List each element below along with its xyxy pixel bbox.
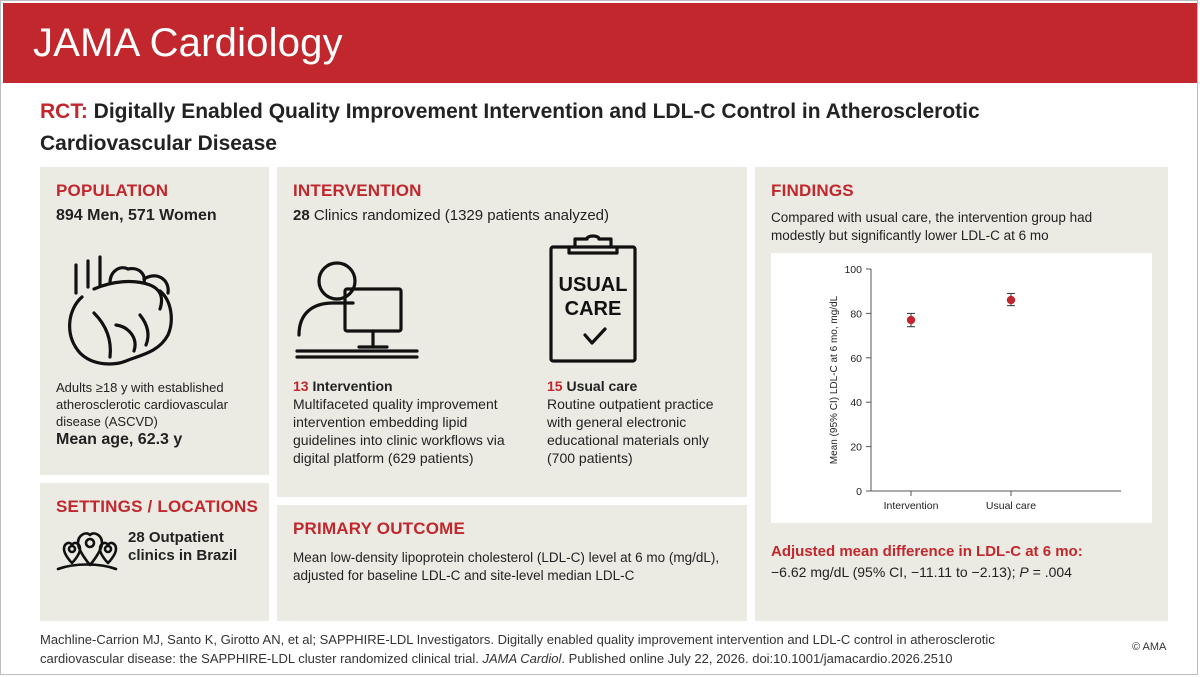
findings-chart-bg [771,253,1152,523]
difference-label: Adjusted mean difference in LDL-C at 6 m… [771,543,1083,560]
journal-name: JAMA Cardiology [33,21,343,65]
x-tick-label: Usual care [986,500,1036,512]
y-tick-label: 80 [850,308,862,320]
primary-outcome-text: Mean low-density lipoprotein cholesterol… [293,550,720,583]
journal-banner: JAMA Cardiology [3,3,1197,83]
citation-text-1: Machline-Carrion MJ, Santo K, Girotto AN… [40,632,995,666]
arm1-description: Multifaceted quality improvement interve… [293,396,505,466]
location-pins-icon [56,532,118,571]
clipboard-text-care: CARE [565,298,622,320]
p-label: P [1019,564,1029,580]
arm1-count: 13 [293,378,309,394]
data-point [906,315,916,325]
copyright: © AMA [1132,641,1167,653]
population-heading: POPULATION [56,181,169,200]
computer-user-icon [295,261,419,359]
clinics-count: 28 [293,207,310,224]
primary-outcome-heading: PRIMARY OUTCOME [293,519,466,538]
arm2-count: 15 [547,378,563,394]
y-tick-label: 20 [850,442,862,454]
clinics-text: Clinics randomized (1329 patients analyz… [313,207,610,224]
usual-care-arm: 15 Usual care Routine outpatient practic… [547,377,737,467]
clinics-randomized: 28 Clinics randomized (1329 patients ana… [293,207,609,225]
findings-heading: FINDINGS [771,181,854,200]
page-title: RCT: Digitally Enabled Quality Improveme… [40,96,1090,160]
population-counts: 894 Men, 571 Women [56,207,217,224]
settings-panel: SETTINGS / LOCATIONS 28 Outpatient clini… [40,483,269,621]
title-text: Digitally Enabled Quality Improvement In… [40,100,980,155]
data-point [1006,295,1016,305]
primary-outcome-panel: PRIMARY OUTCOME Mean low-density lipopro… [277,505,747,621]
y-axis-label: Mean (95% CI) LDL-C at 6 mo, mg/dL [829,295,840,464]
findings-intro: Compared with usual care, the interventi… [771,210,1093,243]
y-tick-label: 0 [856,486,862,498]
population-panel: POPULATION 894 Men, 571 Women Adults ≥18… [40,167,269,475]
y-tick-label: 100 [844,264,862,276]
intervention-arm: 13 Intervention Multifaceted quality imp… [293,377,523,467]
arm1-name: Intervention [312,378,393,394]
intervention-heading: INTERVENTION [293,181,422,200]
intervention-panel: INTERVENTION 28 Clinics randomized (1329… [277,167,747,497]
settings-heading: SETTINGS / LOCATIONS [56,497,259,516]
p-value: = .004 [1028,564,1072,580]
settings-text: 28 Outpatient clinics in Brazil [128,529,238,564]
y-tick-label: 40 [850,397,862,409]
heart-icon [68,255,173,366]
x-tick-label: Intervention [884,500,939,512]
arm2-description: Routine outpatient practice with general… [547,396,714,466]
arm2-name: Usual care [566,378,638,394]
ldl-chart: 0 20 40 60 80 100 Intervention Usual care Mean (… [829,264,1121,512]
citation-text-2: . Published online July 22, 2026. doi:10… [561,651,953,666]
clipboard-text-usual: USUAL [559,274,628,296]
population-description: Adults ≥18 y with established atheroscle… [56,380,228,429]
y-tick-label: 60 [850,353,862,365]
citation-journal: JAMA Cardiol [482,651,562,666]
clipboard-icon: USUAL CARE [549,234,637,363]
findings-panel: FINDINGS Compared with usual care, the i… [755,167,1168,621]
study-type-tag: RCT: [40,100,88,123]
citation: Machline-Carrion MJ, Santo K, Girotto AN… [40,630,1040,668]
mean-age: Mean age, 62.3 y [56,431,183,448]
difference-value: −6.62 mg/dL (95% CI, −11.11 to −2.13); P… [771,563,1072,581]
difference-ci: −6.62 mg/dL (95% CI, −11.11 to −2.13); [771,564,1020,580]
